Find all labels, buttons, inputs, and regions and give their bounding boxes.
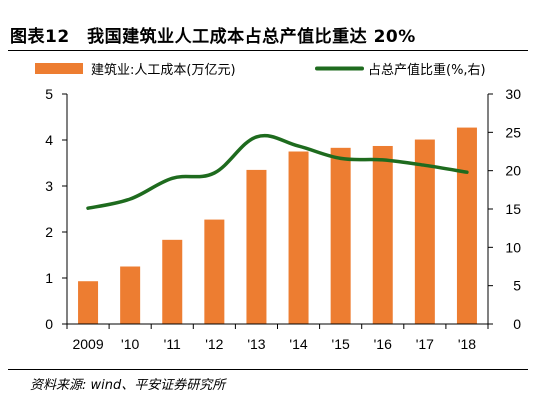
source-note: 资料来源: wind、平安证券研究所 <box>30 378 226 393</box>
x-axis-tick-label: '10 <box>121 336 139 352</box>
x-axis-tick-label: '16 <box>374 336 392 352</box>
right-axis-tick-label: 0 <box>513 316 521 332</box>
x-axis-tick-label: '13 <box>247 336 265 352</box>
bar-8 <box>414 139 435 324</box>
line-series <box>86 134 469 210</box>
source-divider <box>8 369 528 370</box>
right-axis-tick-label: 20 <box>505 163 521 179</box>
x-axis-tick-label: '17 <box>416 336 434 352</box>
left-axis-tick-label: 1 <box>45 270 53 286</box>
bar-4 <box>246 169 267 324</box>
left-axis-tick-label: 4 <box>45 132 53 148</box>
bar-2 <box>162 239 183 324</box>
x-axis-tick-label: '18 <box>458 336 476 352</box>
x-axis-tick-label: '12 <box>205 336 223 352</box>
legend: 建筑业:人工成本(万亿元) 占总产值比重(%,右) <box>35 62 486 78</box>
legend-line-label: 占总产值比重(%,右) <box>368 62 486 78</box>
bar-7 <box>372 145 393 324</box>
left-axis-tick-label: 3 <box>45 178 53 194</box>
left-axis-tick-label: 5 <box>45 86 53 102</box>
title-divider <box>8 50 528 51</box>
combo-chart: 建筑业:人工成本(万亿元) 占总产值比重(%,右) 0 1 2 3 4 5 0 5 10 15 20… <box>35 62 521 352</box>
left-axis: 0 1 2 3 4 5 <box>45 86 68 332</box>
x-axis-tick-label: '14 <box>289 336 307 352</box>
legend-bar-swatch <box>35 63 83 74</box>
right-axis-tick-label: 30 <box>505 86 521 102</box>
left-axis-tick-label: 2 <box>45 224 53 240</box>
left-axis-tick-label: 0 <box>45 316 53 332</box>
bar-1 <box>120 266 141 324</box>
right-axis-tick-label: 25 <box>505 124 521 140</box>
x-axis-tick-label: '15 <box>332 336 350 352</box>
right-axis-tick-label: 15 <box>505 201 521 217</box>
line-path <box>86 134 469 210</box>
right-axis: 0 5 10 15 20 25 30 <box>487 86 521 332</box>
figure-title: 图表12 我国建筑业人工成本占总产值比重达 20% <box>10 27 416 47</box>
bar-9 <box>456 127 477 324</box>
x-axis-tick-label: 2009 <box>72 336 103 352</box>
x-axis: 2009 '10 '11 '12 '13 '14 '15 '16 '17 '18 <box>66 323 489 352</box>
bar-series <box>78 127 477 324</box>
bar-3 <box>204 219 225 324</box>
bar-0 <box>78 281 99 324</box>
bar-5 <box>288 151 309 324</box>
bar-6 <box>330 147 351 324</box>
legend-bar-label: 建筑业:人工成本(万亿元) <box>91 62 236 78</box>
right-axis-tick-label: 5 <box>513 278 521 294</box>
right-axis-tick-label: 10 <box>505 239 521 255</box>
x-axis-tick-label: '11 <box>164 336 181 352</box>
